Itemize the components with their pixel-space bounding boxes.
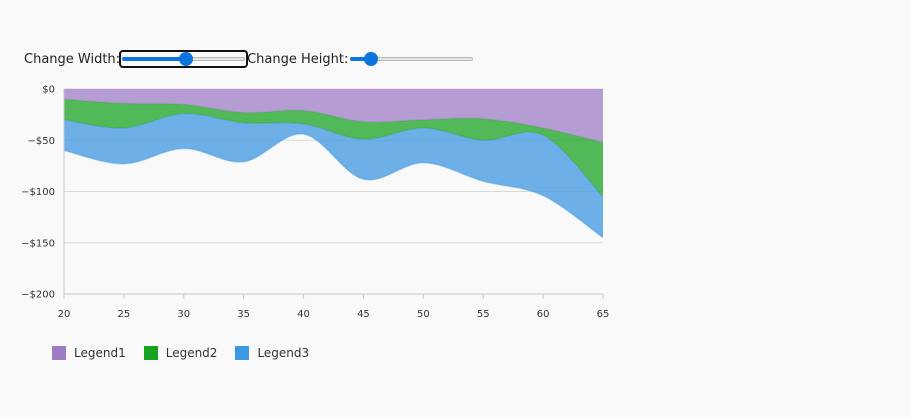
x-tick-label: 25	[118, 309, 131, 320]
legend-swatch	[143, 346, 158, 360]
area-legend2	[64, 99, 603, 197]
change-height-slider-thumb[interactable]	[364, 52, 379, 66]
legend-item-legend1[interactable]: Legend1	[52, 346, 126, 360]
legend-item-legend2[interactable]: Legend2	[143, 346, 218, 360]
area-legend3	[64, 113, 603, 238]
y-tick-label: −$100	[21, 187, 55, 198]
change-width-slider-fill	[122, 57, 187, 61]
chart-legend: Legend1 Legend2 Legend3	[52, 346, 327, 360]
legend-label: Legend1	[74, 346, 126, 360]
x-tick-label: 35	[237, 309, 250, 320]
line-legend3	[63, 133, 604, 239]
legend-swatch	[235, 346, 250, 360]
x-tick-label: 20	[58, 309, 71, 320]
legend-item-legend3[interactable]: Legend3	[235, 346, 309, 360]
y-tick-label: −$200	[21, 290, 55, 301]
x-tick-label: 65	[597, 309, 610, 320]
legend-label: Legend2	[165, 346, 218, 360]
legend-label: Legend3	[257, 346, 310, 360]
change-width-label: Change Width:	[24, 51, 121, 67]
x-tick-label: 40	[297, 309, 310, 320]
change-height-label: Change Height:	[247, 51, 349, 67]
x-tick-label: 50	[417, 309, 430, 320]
change-width-slider[interactable]	[119, 50, 249, 68]
x-tick-label: 60	[537, 309, 550, 320]
legend-swatch	[52, 346, 66, 360]
x-tick-label: 30	[177, 309, 190, 320]
change-height-slider[interactable]	[348, 51, 475, 67]
area-legend1	[64, 89, 603, 143]
chart-size-controls: Change Width: Change Height:	[24, 49, 475, 69]
y-tick-label: −$150	[21, 238, 55, 249]
y-tick-label: −$50	[28, 136, 55, 147]
y-tick-label: $0	[42, 85, 55, 96]
x-tick-label: 55	[477, 309, 490, 320]
x-tick-label: 45	[357, 309, 370, 320]
change-width-slider-thumb[interactable]	[179, 52, 194, 66]
change-height-slider-fill	[350, 57, 372, 61]
